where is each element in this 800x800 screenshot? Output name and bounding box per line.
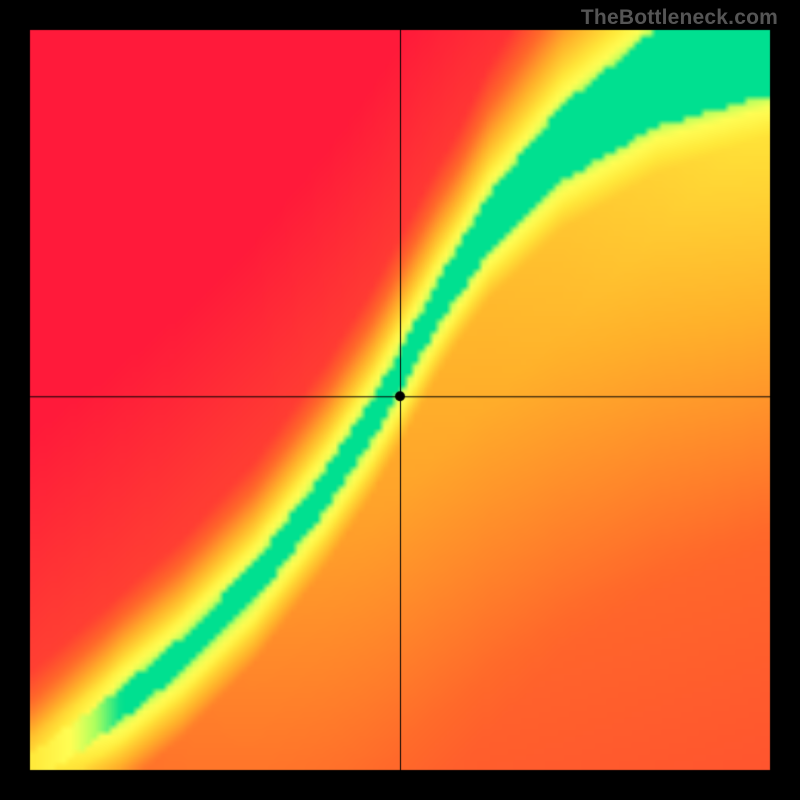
watermark-text: TheBottleneck.com [581,6,778,30]
heatmap-canvas [0,0,800,800]
chart-container: TheBottleneck.com [0,0,800,800]
